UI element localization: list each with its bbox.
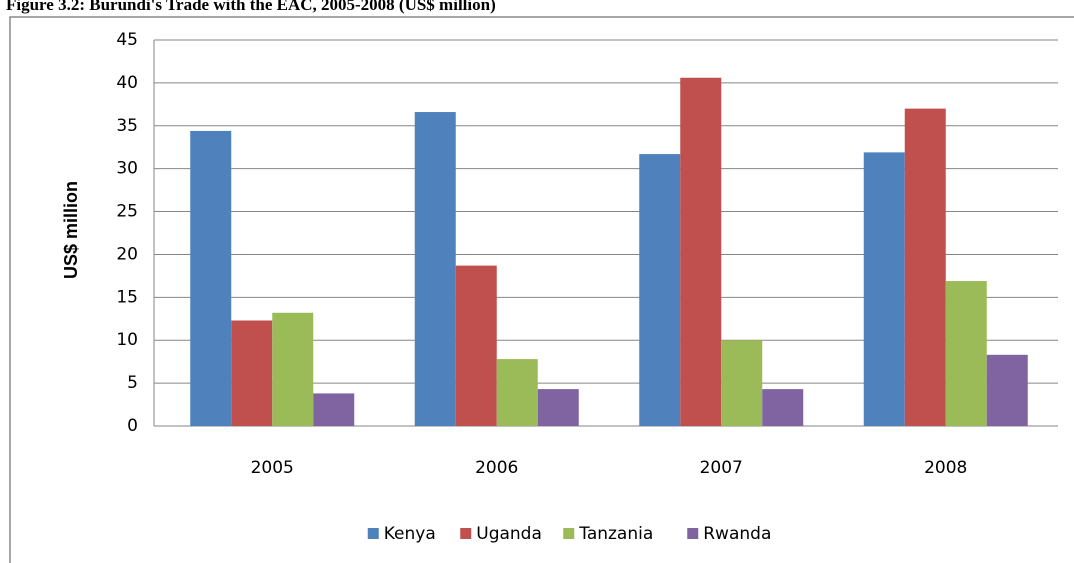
legend-label: Kenya <box>384 524 436 544</box>
y-tick-label: 35 <box>116 116 138 136</box>
bar <box>986 354 1028 426</box>
bar <box>680 77 722 427</box>
x-tick-label: 2005 <box>251 458 294 478</box>
legend-label: Rwanda <box>703 524 771 544</box>
bar <box>537 389 579 426</box>
y-tick-label: 10 <box>116 330 138 350</box>
y-tick-label: 40 <box>116 73 138 93</box>
legend-swatch <box>460 528 472 539</box>
x-tick-label: 2008 <box>924 458 967 478</box>
legend-swatch <box>687 528 699 539</box>
y-tick-label: 5 <box>127 373 138 393</box>
y-tick-label: 45 <box>116 30 138 50</box>
bar <box>231 320 273 426</box>
chart-frame <box>9 16 1074 563</box>
bar <box>721 340 763 426</box>
legend-label: Tanzania <box>578 524 653 544</box>
bar <box>190 130 232 426</box>
bar <box>639 154 681 426</box>
bar <box>414 112 456 426</box>
legend-label: Uganda <box>476 524 542 544</box>
legend-swatch <box>367 528 379 539</box>
x-tick-label: 2007 <box>700 458 743 478</box>
chart-title: Figure 3.2: Burundi's Trade with the EAC… <box>6 0 496 14</box>
bar <box>863 152 905 426</box>
bar <box>496 359 538 426</box>
bar <box>272 312 314 426</box>
bar <box>945 281 987 426</box>
bar <box>762 389 804 426</box>
bar <box>313 393 355 426</box>
legend-swatch <box>563 528 575 539</box>
y-tick-label: 20 <box>116 244 138 264</box>
x-tick-label: 2006 <box>475 458 518 478</box>
bar <box>904 108 946 426</box>
y-tick-label: 15 <box>116 287 138 307</box>
y-tick-label: 0 <box>127 416 138 436</box>
y-tick-label: 30 <box>116 159 138 179</box>
y-tick-label: 25 <box>116 202 138 222</box>
y-axis-label: US$ million <box>61 181 81 279</box>
bar <box>455 265 497 426</box>
